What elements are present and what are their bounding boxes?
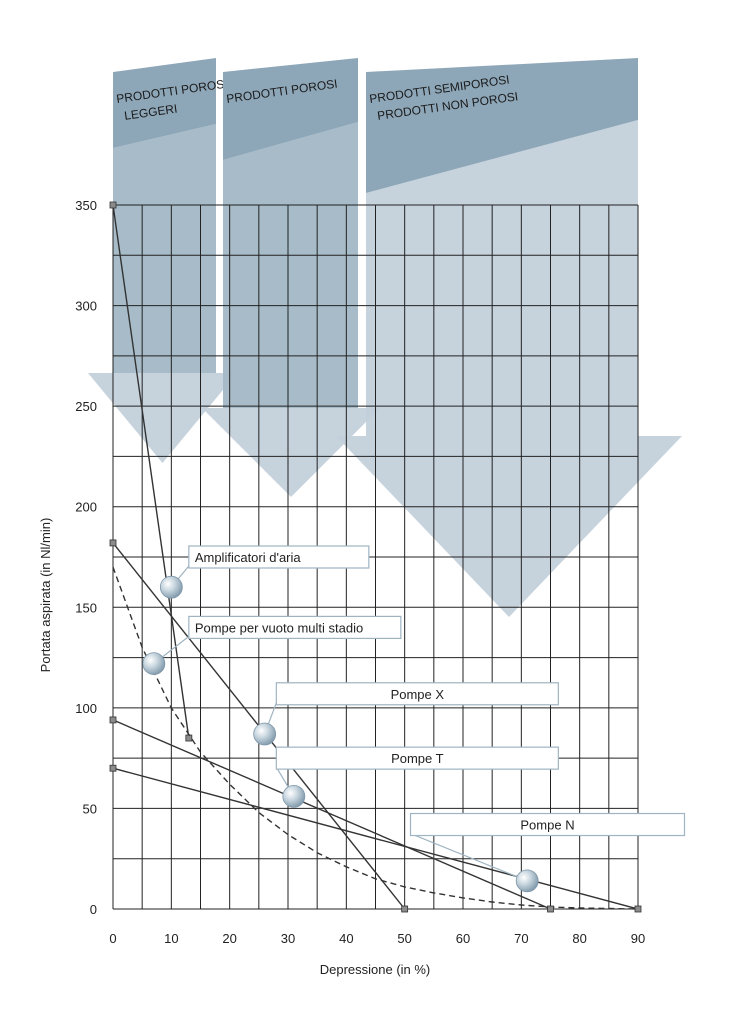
band-shaft-1 (113, 124, 216, 373)
series-line-amplificatori-d-aria (112, 204, 190, 739)
y-tick-label: 50 (83, 801, 97, 816)
x-tick-label: 90 (631, 931, 645, 946)
x-tick-label: 40 (339, 931, 353, 946)
y-tick-label: 0 (90, 902, 97, 917)
y-tick-label: 250 (75, 399, 97, 414)
series-lines (109, 201, 642, 913)
x-tick-label: 60 (456, 931, 470, 946)
series-marker-ball-amplificatori-d-aria (159, 575, 183, 599)
band-arrow-3 (336, 120, 682, 617)
x-tick-label: 70 (514, 931, 528, 946)
y-axis-title: Portata aspirata (in Nl/min) (38, 518, 53, 673)
series-marker-ball-pompe-per-vuoto-multi-stadio (142, 652, 166, 676)
series-point-pompe-n (109, 764, 117, 772)
callout-box-pompe-per-vuoto-multi-stadio (188, 615, 402, 640)
x-axis-title: Depressione (in %) (320, 962, 431, 977)
series-callouts: Amplificatori d'aria Pompe per vuoto mult… (142, 545, 686, 893)
y-tick-label: 300 (75, 299, 97, 314)
series-point-pompe-n (634, 905, 642, 913)
callout-label-pompe-n: Pompe N (520, 818, 574, 833)
x-tick-label: 10 (164, 931, 178, 946)
series-marker-ball-pompe-t (282, 784, 306, 808)
band-header-1 (113, 58, 216, 148)
callout-box-pompe-x (275, 682, 559, 706)
series-point-pompe-t (109, 716, 117, 724)
series-point-amplificatori-d-aria (185, 734, 193, 742)
series-point-pompe-t (547, 905, 554, 913)
x-tick-label: 80 (572, 931, 586, 946)
callout-label-pompe-t: Pompe T (391, 751, 444, 766)
band-header-3 (366, 58, 638, 193)
callout-label-pompe-per-vuoto-multi-stadio: Pompe per vuoto multi stadio (195, 620, 363, 635)
x-tick-label: 30 (281, 931, 295, 946)
y-tick-label: 100 (75, 701, 97, 716)
callout-box-pompe-n (409, 812, 686, 837)
callout-box-pompe-t (275, 746, 559, 770)
y-tick-label: 350 (75, 198, 97, 213)
series-point-pompe-x (109, 539, 117, 547)
callout-label-pompe-x: Pompe X (391, 687, 445, 702)
series-point-pompe-x (401, 905, 409, 913)
x-tick-label: 50 (397, 931, 411, 946)
x-tick-label: 0 (109, 931, 116, 946)
series-line-pompe-t (112, 719, 551, 910)
series-line-pompe-n (112, 767, 639, 910)
band-shaft-2 (223, 122, 358, 408)
tick-labels: 0 10 20 30 40 50 60 70 80 90 0 50 100 150 200 250 300 350 (75, 198, 645, 946)
callout-box-amplificatori-d-aria (188, 545, 370, 569)
callout-label-amplificatori-d-aria: Amplificatori d'aria (195, 550, 302, 565)
series-marker-ball-pompe-n (515, 869, 539, 893)
y-tick-label: 150 (75, 600, 97, 615)
x-tick-label: 20 (222, 931, 236, 946)
y-tick-label: 200 (75, 500, 97, 515)
series-marker-ball-pompe-x (253, 722, 277, 746)
callout-leader-pompe-n (410, 832, 528, 882)
series-point-amplificatori-d-aria (109, 201, 117, 209)
band-header-2 (223, 58, 358, 160)
